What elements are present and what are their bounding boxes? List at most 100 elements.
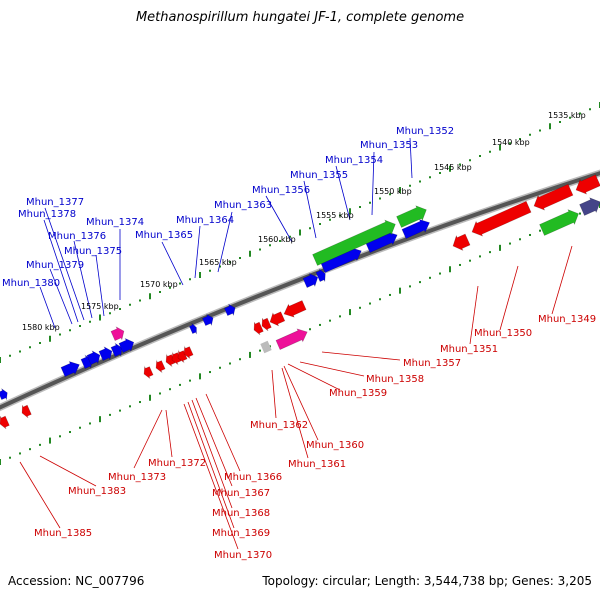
kbp-label: 1555 kbp xyxy=(316,211,354,220)
forward-gene-label: Mhun_1379 xyxy=(26,260,84,271)
outer-track-tick xyxy=(419,180,421,183)
forward-label-leader xyxy=(217,211,233,273)
inner-track-tick xyxy=(239,358,241,361)
forward-gene-slate-shape xyxy=(579,197,600,216)
forward-gene-label: Mhun_1378 xyxy=(18,209,76,220)
forward-label-leader xyxy=(161,241,184,286)
forward-gene-blue xyxy=(110,342,123,358)
inner-track-tick xyxy=(479,255,481,258)
reverse-label-leader xyxy=(283,365,319,441)
outer-track-tick xyxy=(449,165,451,172)
outer-track-tick xyxy=(319,223,321,225)
outer-track-tick xyxy=(219,265,221,268)
inner-track-tick xyxy=(349,309,351,316)
inner-track-tick xyxy=(9,456,11,459)
reverse-gene-red-shape xyxy=(21,404,32,419)
forward-gene-blue-shape xyxy=(110,342,123,358)
inner-track-tick xyxy=(459,263,461,266)
reverse-gene-red-shape xyxy=(155,359,166,374)
forward-gene-blue-shape xyxy=(0,387,8,401)
reverse-gene-label: Mhun_1358 xyxy=(366,374,424,385)
inner-track-tick xyxy=(39,443,41,446)
outer-track-tick xyxy=(359,206,361,208)
forward-gene-blue xyxy=(302,272,319,288)
reverse-gene-label: Mhun_1366 xyxy=(224,472,282,483)
forward-gene-blue-shape xyxy=(98,346,113,361)
forward-gene-label: Mhun_1354 xyxy=(325,155,383,166)
inner-track-tick xyxy=(409,285,411,288)
kbp-labels: 1535 kbp 1540 kbp 1545 kbp 1550 kbp 1555 kbp… xyxy=(22,111,586,332)
forward-gene-blue-shape xyxy=(201,313,214,327)
kbp-label: 1565 kbp xyxy=(199,258,237,267)
reverse-gene-red xyxy=(283,300,307,318)
reverse-gene-red-shape xyxy=(261,317,272,332)
forward-gene-label: Mhun_1376 xyxy=(48,231,106,242)
outer-track-tick xyxy=(149,293,151,300)
inner-track-tick xyxy=(539,229,541,232)
forward-gene-green xyxy=(396,205,427,228)
outer-track-tick xyxy=(499,144,501,151)
reverse-label-leader xyxy=(195,397,233,487)
reverse-gene-red xyxy=(155,359,166,374)
reverse-gene-red xyxy=(171,351,182,366)
topology-summary-text: Topology: circular; Length: 3,544,738 bp… xyxy=(262,574,592,588)
reverse-gene-label: Mhun_1360 xyxy=(306,440,364,451)
inner-track-tick xyxy=(119,409,121,412)
forward-gene-slate xyxy=(579,197,600,216)
forward-gene-blue xyxy=(86,350,101,365)
forward-label-leader xyxy=(49,268,73,325)
kbp-label: 1545 kbp xyxy=(434,163,472,172)
outer-track-tick xyxy=(389,193,391,196)
inner-track-tick xyxy=(89,422,91,425)
forward-gene-blue xyxy=(60,361,80,377)
reverse-label-leader xyxy=(551,245,573,315)
inner-track-tick xyxy=(309,328,311,331)
outer-track-tick xyxy=(29,346,31,349)
forward-gene-green-shape xyxy=(539,209,579,236)
reverse-gene-label: Mhun_1367 xyxy=(212,488,270,499)
forward-gene-blue-shape xyxy=(223,303,236,317)
outer-track-tick xyxy=(339,214,341,217)
inner-track-tick xyxy=(49,437,51,444)
inner-track-tick xyxy=(0,459,1,465)
reverse-gene-red-shape xyxy=(471,200,532,237)
backbone-line xyxy=(0,171,600,410)
outer-track-tick xyxy=(539,129,541,132)
outer-track-tick xyxy=(469,159,471,162)
forward-gene-blue xyxy=(0,387,8,401)
forward-label-leader xyxy=(95,254,105,317)
inner-track-tick xyxy=(209,371,211,374)
reverse-gene-red-shape xyxy=(452,233,471,251)
inner-track-tick xyxy=(159,392,161,395)
inner-track-tick xyxy=(319,323,321,326)
kbp-label: 1575 kbp xyxy=(81,302,119,311)
reverse-gene-label: Mhun_1350 xyxy=(474,328,532,339)
reverse-gene-red xyxy=(21,404,32,419)
forward-gene-blue xyxy=(401,218,430,239)
reverse-gene-pink-shape xyxy=(275,328,308,350)
inner-track-tick xyxy=(59,435,61,438)
outer-track-tick xyxy=(89,320,91,323)
reverse-label-leader xyxy=(19,461,61,529)
outer-track-tick xyxy=(399,187,401,193)
outer-track-tick xyxy=(9,354,11,357)
forward-gene-pink xyxy=(110,326,125,341)
reverse-gene-red xyxy=(165,353,176,368)
outer-track-tick xyxy=(229,261,231,264)
reverse-gene-red-shape xyxy=(143,365,154,380)
reverse-gene-red xyxy=(471,200,532,237)
reverse-gene-label: Mhun_1349 xyxy=(538,314,596,325)
reverse-gene-red xyxy=(452,233,471,251)
inner-track-tick xyxy=(449,266,451,273)
forward-gene-green-shape xyxy=(396,205,427,228)
forward-gene-label: Mhun_1380 xyxy=(2,278,60,289)
reverse-gene-label: Mhun_1361 xyxy=(288,459,346,470)
inner-track-tick xyxy=(379,298,381,301)
forward-gene-blue xyxy=(315,268,326,282)
forward-gene-blue xyxy=(118,337,135,353)
forward-gene-label: Mhun_1374 xyxy=(86,217,144,228)
reverse-gene-red-shape xyxy=(575,174,600,195)
inner-track-tick xyxy=(499,244,501,251)
inner-track-tick xyxy=(99,416,101,423)
